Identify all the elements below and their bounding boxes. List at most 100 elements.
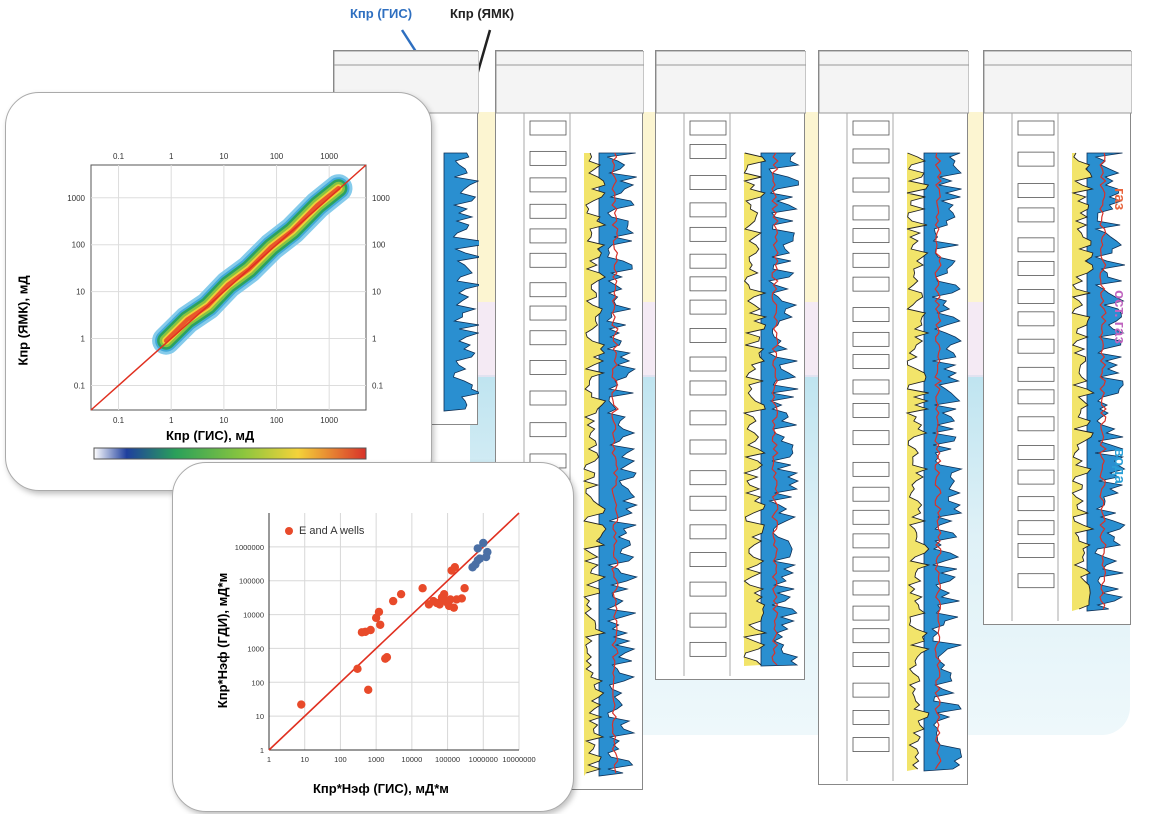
porosity-curve	[905, 152, 931, 770]
stratigraphy-box	[529, 228, 567, 244]
stratigraphy-box	[529, 252, 567, 268]
stratigraphy-box	[689, 144, 727, 159]
stratigraphy-box	[852, 628, 890, 644]
stratigraphy-box	[689, 581, 727, 597]
stratigraphy-box	[852, 379, 890, 395]
data-point	[460, 584, 469, 593]
scatter-legend: E and A wells	[285, 525, 364, 537]
stratigraphy-box	[1017, 389, 1055, 405]
stratigraphy-box	[689, 612, 727, 628]
data-point	[376, 620, 385, 629]
stratigraphy-box	[529, 390, 567, 406]
stratigraphy-box	[689, 410, 727, 426]
stratigraphy-box	[689, 328, 727, 343]
x-tick-label: 1000	[320, 416, 338, 425]
x-tick-label-top: 0.1	[113, 152, 125, 161]
y-tick-label-right: 1000	[372, 194, 390, 203]
permeability-log	[923, 152, 963, 772]
stratigraphy-box	[1017, 151, 1055, 167]
stratigraphy-box	[852, 710, 890, 725]
crossplot-ylabel: Кпр (ЯМК), мД	[15, 275, 31, 366]
data-point	[297, 700, 306, 709]
x-tick-label: 100000	[435, 755, 460, 764]
stratigraphy-box	[529, 422, 567, 438]
data-point	[396, 589, 406, 599]
permeability-log	[443, 152, 479, 412]
y-tick-label: 1000	[247, 644, 264, 653]
y-tick-label-right: 0.1	[372, 381, 384, 390]
well-log-svg	[656, 51, 806, 676]
stratigraphy-box	[852, 228, 890, 244]
stratigraphy-box	[1017, 261, 1055, 276]
stratigraphy-box	[1017, 469, 1055, 485]
permeability-log	[760, 152, 800, 667]
x-tick-label: 100	[334, 755, 347, 764]
data-point	[483, 547, 492, 557]
legend-label: E and A wells	[299, 525, 365, 537]
y-tick-label: 10	[76, 288, 85, 297]
x-tick-label-top: 1	[169, 152, 174, 161]
y-tick-label: 10000	[243, 611, 264, 620]
stratigraphy-box	[529, 360, 567, 375]
scatter-inset: 1 10 100 1000 10000 100000 1000000 10000000 1 10 1…	[172, 462, 574, 812]
zone-label-residual-gas: ост. газ	[1111, 290, 1128, 344]
scatter-ylabel: Кпр*Нэф (ГДИ), мД*м	[215, 572, 231, 709]
stratigraphy-box	[689, 470, 727, 486]
stratigraphy-box	[852, 205, 890, 221]
resistivity-curve	[771, 152, 779, 666]
well-log-svg	[984, 51, 1132, 621]
stratigraphy-box	[529, 120, 567, 136]
stratigraphy-box	[852, 509, 890, 525]
permeability-log	[1086, 152, 1126, 612]
stratigraphy-box	[529, 330, 567, 346]
stratigraphy-box	[852, 307, 890, 322]
legend-marker-icon	[285, 527, 293, 536]
stratigraphy-box	[689, 276, 727, 292]
data-point	[450, 563, 460, 572]
well-header	[496, 51, 644, 114]
x-tick-label: 100	[270, 416, 284, 425]
y-tick-label-right: 100	[372, 241, 386, 250]
colorbar	[93, 447, 367, 460]
diagonal-line	[90, 164, 367, 411]
stratigraphy-box	[1017, 520, 1055, 536]
stratigraphy-box	[1017, 183, 1055, 198]
stratigraphy-box	[852, 461, 890, 477]
stratigraphy-box	[529, 177, 567, 193]
stratigraphy-box	[689, 226, 727, 242]
well-header	[819, 51, 969, 114]
data-point	[353, 664, 362, 674]
porosity-curve	[582, 152, 607, 774]
stratigraphy-box	[689, 299, 727, 315]
porosity-curve	[742, 152, 768, 666]
y-tick-label: 1000	[67, 194, 85, 203]
data-point	[382, 653, 392, 662]
stratigraphy-box	[852, 331, 890, 347]
stratigraphy-box	[852, 403, 890, 418]
data-point	[366, 625, 375, 635]
porosity-fill	[744, 153, 766, 666]
data-point	[449, 603, 459, 612]
stratigraphy-box	[689, 380, 727, 396]
stratigraphy-box	[689, 120, 727, 136]
y-tick-label-right: 1	[372, 335, 377, 344]
stratigraphy-box	[1017, 120, 1055, 136]
x-tick-label: 1	[267, 755, 271, 764]
stratigraphy-box	[852, 430, 890, 446]
zone-label-water: вода	[1111, 448, 1128, 484]
y-tick-label: 100	[251, 678, 264, 687]
stratigraphy-box	[529, 282, 567, 298]
kpr-gis-label: Кпр (ГИС)	[350, 6, 413, 21]
zone-label-gas: газ	[1111, 188, 1128, 211]
x-tick-label: 10	[219, 416, 228, 425]
well-header	[656, 51, 806, 114]
permeability-log	[598, 152, 638, 777]
data-point	[435, 600, 444, 609]
x-tick-label-top: 1000	[320, 152, 338, 161]
data-point	[446, 595, 455, 604]
porosity-curve	[1071, 152, 1095, 610]
stratigraphy-box	[852, 486, 890, 502]
stratigraphy-box	[852, 120, 890, 136]
stratigraphy-box	[852, 737, 890, 752]
y-tick-label: 1	[81, 335, 86, 344]
